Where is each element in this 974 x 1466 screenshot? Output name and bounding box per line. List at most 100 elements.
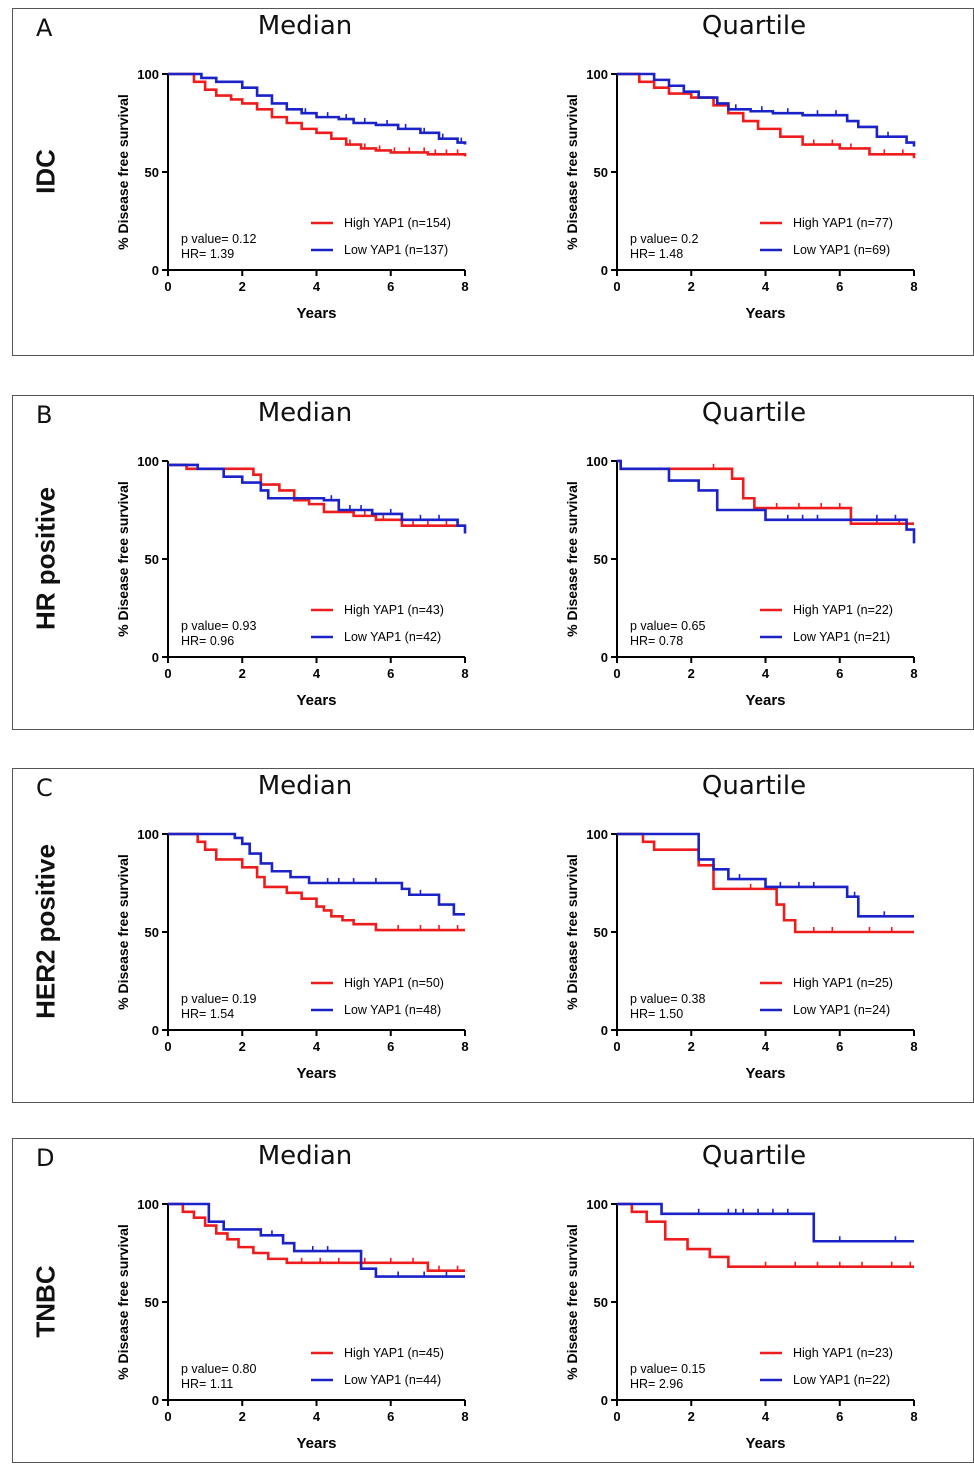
x-tick-label: 4 xyxy=(762,1409,770,1424)
panel-letter: D xyxy=(36,1144,55,1172)
legend-label-high-yap1: High YAP1 (n=43) xyxy=(344,603,444,617)
x-tick-label: 2 xyxy=(688,1409,695,1424)
km-chart: 0 50 100 0 2 4 6 8 Years % Disease free survival p… xyxy=(115,1197,469,1452)
x-axis-label: Years xyxy=(296,305,336,322)
x-tick-label: 2 xyxy=(239,279,246,294)
legend-label-low-yap1: Low YAP1 (n=22) xyxy=(793,1373,890,1387)
x-tick-label: 4 xyxy=(313,1039,321,1054)
y-axis-label: % Disease free survival xyxy=(564,854,580,1010)
y-axis-label: % Disease free survival xyxy=(115,481,131,637)
x-tick-label: 0 xyxy=(613,666,620,681)
y-tick-label: 0 xyxy=(152,650,159,665)
x-tick-label: 2 xyxy=(688,666,695,681)
p-value-text: p value= 0.65 xyxy=(630,619,705,633)
panel-letter: B xyxy=(36,401,53,429)
panel-letter: A xyxy=(36,14,53,42)
x-tick-label: 6 xyxy=(836,1039,843,1054)
series-line-high-yap1 xyxy=(617,832,914,934)
y-tick-label: 0 xyxy=(601,1393,608,1408)
x-tick-label: 8 xyxy=(461,666,468,681)
y-axis-label: % Disease free survival xyxy=(564,94,580,250)
x-tick-label: 0 xyxy=(164,1039,171,1054)
x-tick-label: 8 xyxy=(910,279,917,294)
y-tick-label: 0 xyxy=(152,263,159,278)
series-line-high-yap1 xyxy=(168,72,467,157)
x-tick-label: 0 xyxy=(613,1039,620,1054)
x-axis-label: Years xyxy=(296,692,336,709)
series-line-low-yap1 xyxy=(168,1202,465,1278)
x-tick-label: 6 xyxy=(836,666,843,681)
chart-title: Quartile xyxy=(701,1141,807,1171)
y-axis-label: % Disease free survival xyxy=(115,1224,131,1380)
legend-label-high-yap1: High YAP1 (n=77) xyxy=(793,216,893,230)
y-tick-label: 100 xyxy=(137,1197,159,1212)
legend-label-low-yap1: Low YAP1 (n=48) xyxy=(344,1003,441,1017)
y-axis-label: % Disease free survival xyxy=(564,481,580,637)
chart-title: Median xyxy=(257,11,353,41)
y-tick-label: 100 xyxy=(586,827,608,842)
y-tick-label: 100 xyxy=(586,454,608,469)
y-axis-label: % Disease free survival xyxy=(115,94,131,250)
legend-label-high-yap1: High YAP1 (n=25) xyxy=(793,976,893,990)
chart-title: Quartile xyxy=(701,398,807,428)
y-tick-label: 0 xyxy=(601,263,608,278)
hr-text: HR= 2.96 xyxy=(630,1377,683,1391)
x-tick-label: 8 xyxy=(461,279,468,294)
series-line-low-yap1 xyxy=(617,459,916,544)
y-tick-label: 50 xyxy=(145,165,159,180)
series-line-low-yap1 xyxy=(617,832,914,918)
legend-label-low-yap1: Low YAP1 (n=42) xyxy=(344,630,441,644)
x-tick-label: 2 xyxy=(688,279,695,294)
hr-text: HR= 1.50 xyxy=(630,1007,683,1021)
y-tick-label: 50 xyxy=(594,552,608,567)
x-tick-label: 4 xyxy=(313,279,321,294)
hr-text: HR= 1.11 xyxy=(181,1377,233,1391)
legend-label-low-yap1: Low YAP1 (n=44) xyxy=(344,1373,441,1387)
y-tick-label: 50 xyxy=(145,552,159,567)
y-tick-label: 50 xyxy=(594,165,608,180)
series-line-high-yap1 xyxy=(617,1202,914,1269)
y-tick-label: 0 xyxy=(601,1023,608,1038)
series-line-low-yap1 xyxy=(168,832,465,916)
x-tick-label: 4 xyxy=(313,666,321,681)
chart-title: Quartile xyxy=(701,771,807,801)
series-line-high-yap1 xyxy=(168,463,465,527)
hr-text: HR= 1.39 xyxy=(181,247,234,261)
legend-label-high-yap1: High YAP1 (n=22) xyxy=(793,603,893,617)
row-label: HER2 positive xyxy=(30,844,61,1019)
km-chart: 0 50 100 0 2 4 6 8 Years % Disease free survival p… xyxy=(115,67,469,322)
x-tick-label: 2 xyxy=(239,1409,246,1424)
row-label: IDC xyxy=(30,149,61,194)
hr-text: HR= 1.54 xyxy=(181,1007,234,1021)
p-value-text: p value= 0.2 xyxy=(630,232,699,246)
y-axis-label: % Disease free survival xyxy=(115,854,131,1010)
x-tick-label: 6 xyxy=(836,279,843,294)
chart-title: Median xyxy=(257,771,353,801)
x-tick-label: 4 xyxy=(762,1039,770,1054)
series-line-high-yap1 xyxy=(168,832,465,932)
km-chart: 0 50 100 0 2 4 6 8 Years % Disease free survival p… xyxy=(115,454,469,709)
p-value-text: p value= 0.38 xyxy=(630,992,705,1006)
y-tick-label: 0 xyxy=(601,650,608,665)
legend-label-low-yap1: Low YAP1 (n=69) xyxy=(793,243,890,257)
hr-text: HR= 0.96 xyxy=(181,634,234,648)
x-tick-label: 0 xyxy=(613,1409,620,1424)
y-tick-label: 50 xyxy=(594,1295,608,1310)
y-tick-label: 100 xyxy=(137,827,159,842)
x-tick-label: 6 xyxy=(836,1409,843,1424)
x-tick-label: 4 xyxy=(762,279,770,294)
y-tick-label: 0 xyxy=(152,1023,159,1038)
legend-label-high-yap1: High YAP1 (n=50) xyxy=(344,976,444,990)
p-value-text: p value= 0.12 xyxy=(181,232,256,246)
y-tick-label: 100 xyxy=(586,67,608,82)
km-chart: 0 50 100 0 2 4 6 8 Years % Disease free survival p… xyxy=(564,827,918,1082)
series-line-high-yap1 xyxy=(168,1202,465,1272)
hr-text: HR= 0.78 xyxy=(630,634,683,648)
x-tick-label: 0 xyxy=(164,279,171,294)
x-tick-label: 2 xyxy=(688,1039,695,1054)
row-label: TNBC xyxy=(30,1265,61,1338)
y-tick-label: 100 xyxy=(137,67,159,82)
y-tick-label: 50 xyxy=(145,1295,159,1310)
km-chart: 0 50 100 0 2 4 6 8 Years % Disease free survival p… xyxy=(564,67,918,322)
panel-letter: C xyxy=(36,774,53,802)
